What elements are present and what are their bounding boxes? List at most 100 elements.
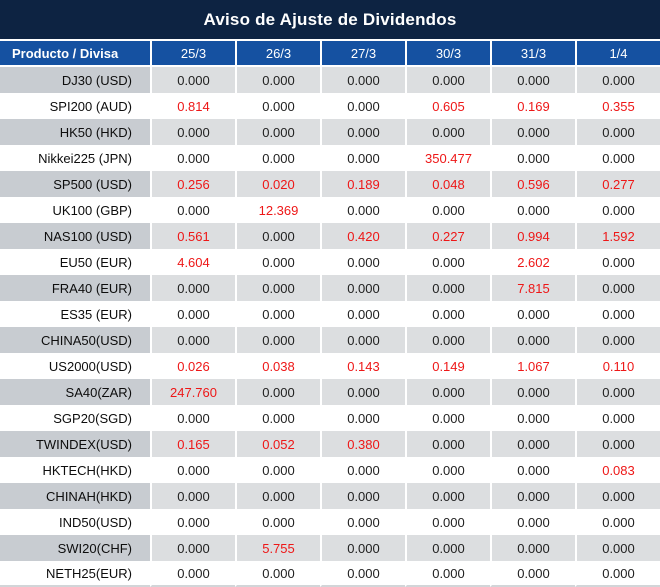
value-cell: 0.000	[405, 249, 490, 275]
value-cell: 0.000	[235, 457, 320, 483]
column-header-date-6: 1/4	[575, 41, 660, 67]
value-cell: 12.369	[235, 197, 320, 223]
product-cell: CHINAH(HKD)	[0, 483, 150, 509]
product-cell: Nikkei225 (JPN)	[0, 145, 150, 171]
value-cell: 1.592	[575, 223, 660, 249]
table-row: UK100 (GBP) 0.000 12.369 0.000 0.000 0.000 0.0…	[0, 197, 660, 223]
table-header: Producto / Divisa 25/3 26/3 27/3 30/3 31…	[0, 41, 660, 67]
table-row: TWINDEX(USD) 0.165 0.052 0.380 0.000 0.000 0.0…	[0, 431, 660, 457]
value-cell: 0.000	[235, 275, 320, 301]
column-header-date-3: 27/3	[320, 41, 405, 67]
value-cell: 0.000	[235, 301, 320, 327]
value-cell: 0.000	[575, 145, 660, 171]
column-header-product: Producto / Divisa	[0, 41, 150, 67]
product-cell: FRA40 (EUR)	[0, 275, 150, 301]
value-cell: 0.000	[405, 119, 490, 145]
value-cell: 0.000	[575, 509, 660, 535]
value-cell: 0.000	[575, 431, 660, 457]
value-cell: 0.000	[150, 535, 235, 561]
value-cell: 0.000	[490, 197, 575, 223]
table-row: ES35 (EUR) 0.000 0.000 0.000 0.000 0.000 0.000	[0, 301, 660, 327]
value-cell: 0.000	[575, 561, 660, 587]
value-cell: 0.048	[405, 171, 490, 197]
value-cell: 0.000	[320, 327, 405, 353]
value-cell: 0.000	[235, 93, 320, 119]
page-title: Aviso de Ajuste de Dividendos	[203, 9, 457, 29]
value-cell: 0.000	[405, 509, 490, 535]
value-cell: 0.000	[150, 275, 235, 301]
value-cell: 7.815	[490, 275, 575, 301]
value-cell: 0.189	[320, 171, 405, 197]
product-cell: IND50(USD)	[0, 509, 150, 535]
value-cell: 0.561	[150, 223, 235, 249]
value-cell: 0.083	[575, 457, 660, 483]
value-cell: 0.000	[320, 457, 405, 483]
product-cell: SP500 (USD)	[0, 171, 150, 197]
table-row: US2000(USD) 0.026 0.038 0.143 0.149 1.067 0.11…	[0, 353, 660, 379]
value-cell: 0.000	[235, 119, 320, 145]
table-row: Nikkei225 (JPN) 0.000 0.000 0.000 350.477 0.0…	[0, 145, 660, 171]
value-cell: 0.000	[320, 301, 405, 327]
value-cell: 0.000	[405, 301, 490, 327]
value-cell: 0.169	[490, 93, 575, 119]
product-cell: SPI200 (AUD)	[0, 93, 150, 119]
value-cell: 0.000	[405, 275, 490, 301]
product-cell: SWI20(CHF)	[0, 535, 150, 561]
value-cell: 0.000	[150, 145, 235, 171]
header-row: Producto / Divisa 25/3 26/3 27/3 30/3 31…	[0, 41, 660, 67]
value-cell: 0.026	[150, 353, 235, 379]
value-cell: 0.380	[320, 431, 405, 457]
value-cell: 0.000	[490, 405, 575, 431]
column-header-date-2: 26/3	[235, 41, 320, 67]
value-cell: 0.000	[575, 275, 660, 301]
table-row: SP500 (USD) 0.256 0.020 0.189 0.048 0.596 0.27…	[0, 171, 660, 197]
value-cell: 0.000	[150, 561, 235, 587]
value-cell: 0.000	[575, 249, 660, 275]
value-cell: 0.256	[150, 171, 235, 197]
value-cell: 0.000	[490, 457, 575, 483]
value-cell: 0.000	[235, 483, 320, 509]
value-cell: 0.000	[320, 275, 405, 301]
table-row: IND50(USD) 0.000 0.000 0.000 0.000 0.000 0.000	[0, 509, 660, 535]
value-cell: 0.000	[490, 561, 575, 587]
table-row: SGP20(SGD) 0.000 0.000 0.000 0.000 0.000 0.000	[0, 405, 660, 431]
value-cell: 0.000	[235, 405, 320, 431]
value-cell: 0.000	[490, 509, 575, 535]
value-cell: 0.110	[575, 353, 660, 379]
product-cell: TWINDEX(USD)	[0, 431, 150, 457]
value-cell: 0.000	[575, 405, 660, 431]
value-cell: 0.227	[405, 223, 490, 249]
value-cell: 0.000	[235, 223, 320, 249]
value-cell: 0.000	[235, 67, 320, 93]
value-cell: 0.000	[490, 379, 575, 405]
value-cell: 0.000	[235, 249, 320, 275]
value-cell: 0.000	[235, 145, 320, 171]
value-cell: 0.000	[150, 301, 235, 327]
value-cell: 0.000	[405, 457, 490, 483]
value-cell: 0.000	[320, 561, 405, 587]
table-row: FRA40 (EUR) 0.000 0.000 0.000 0.000 7.815 0.00…	[0, 275, 660, 301]
table-body: DJ30 (USD) 0.000 0.000 0.000 0.000 0.000 0.000…	[0, 67, 660, 587]
product-cell: HK50 (HKD)	[0, 119, 150, 145]
value-cell: 0.814	[150, 93, 235, 119]
value-cell: 0.605	[405, 93, 490, 119]
table-row: HKTECH(HKD) 0.000 0.000 0.000 0.000 0.000 0.08…	[0, 457, 660, 483]
value-cell: 0.000	[575, 535, 660, 561]
value-cell: 0.000	[405, 197, 490, 223]
value-cell: 0.000	[320, 535, 405, 561]
value-cell: 0.000	[320, 483, 405, 509]
product-cell: HKTECH(HKD)	[0, 457, 150, 483]
dividend-table: Producto / Divisa 25/3 26/3 27/3 30/3 31…	[0, 41, 660, 587]
value-cell: 0.000	[235, 509, 320, 535]
table-row: SWI20(CHF) 0.000 5.755 0.000 0.000 0.000 0.000	[0, 535, 660, 561]
value-cell: 247.760	[150, 379, 235, 405]
value-cell: 0.000	[405, 483, 490, 509]
table-row: HK50 (HKD) 0.000 0.000 0.000 0.000 0.000 0.000	[0, 119, 660, 145]
value-cell: 0.000	[150, 327, 235, 353]
value-cell: 0.000	[150, 405, 235, 431]
value-cell: 0.000	[320, 379, 405, 405]
value-cell: 0.000	[320, 509, 405, 535]
value-cell: 0.000	[490, 119, 575, 145]
value-cell: 0.000	[150, 483, 235, 509]
